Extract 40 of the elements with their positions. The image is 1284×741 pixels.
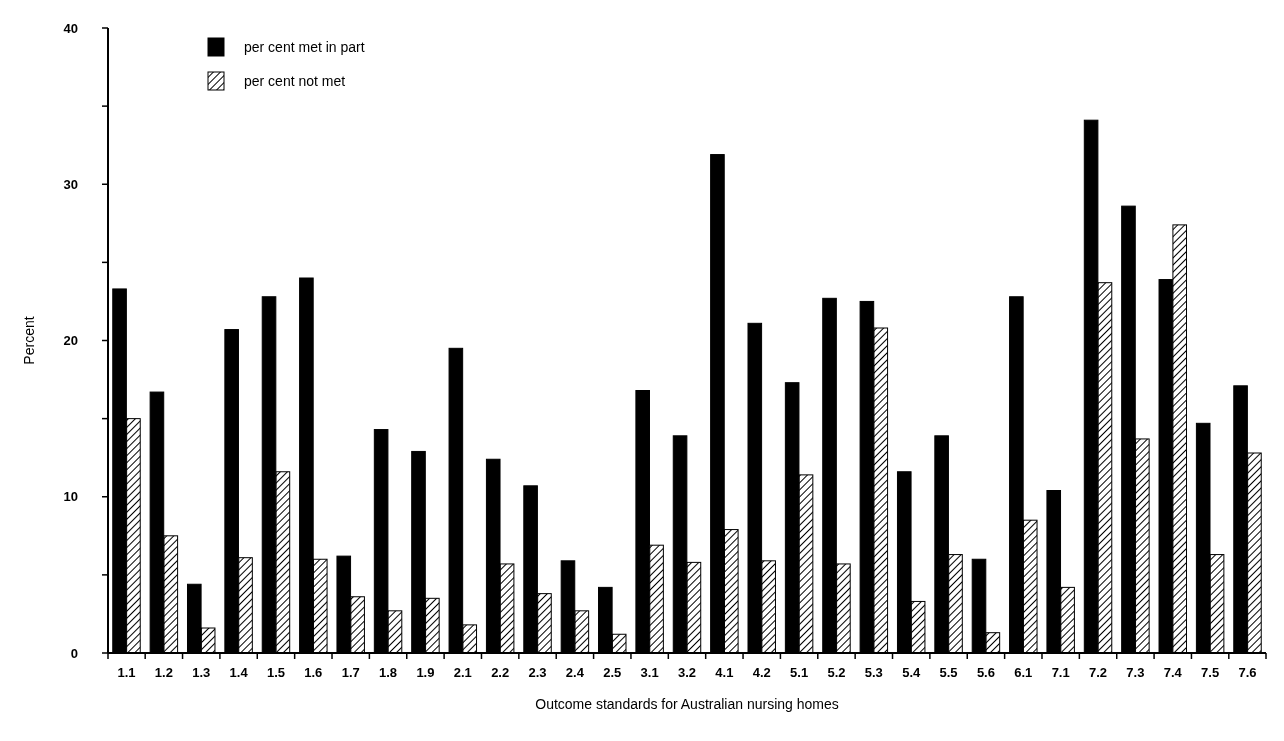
x-tick-label: 1.5 bbox=[266, 665, 285, 680]
y-tick-label: 40 bbox=[63, 20, 78, 36]
x-tick-label: 1.8 bbox=[379, 665, 398, 680]
y-tick-label: 20 bbox=[63, 333, 78, 349]
x-tick-label: 1.1 bbox=[117, 665, 136, 680]
x-tick-label: 2.3 bbox=[528, 665, 547, 680]
x-tick-label: 7.3 bbox=[1126, 665, 1145, 680]
x-tick-label: 5.1 bbox=[790, 665, 809, 680]
x-tick-label: 7.6 bbox=[1238, 665, 1257, 680]
y-tick-label: 10 bbox=[63, 489, 78, 505]
x-tick-label: 3.1 bbox=[640, 665, 659, 680]
x-tick-label: 7.5 bbox=[1201, 665, 1220, 680]
x-tick-label: 5.4 bbox=[902, 665, 921, 680]
y-tick-label: 0 bbox=[70, 645, 78, 661]
x-tick-label: 5.2 bbox=[827, 665, 846, 680]
x-tick-label: 1.3 bbox=[192, 665, 211, 680]
legend-label: per cent met in part bbox=[244, 38, 365, 55]
x-tick-label: 5.6 bbox=[976, 665, 995, 680]
x-tick-label: 2.1 bbox=[453, 665, 472, 680]
x-tick-label: 4.2 bbox=[752, 665, 771, 680]
x-tick-label: 6.1 bbox=[1014, 665, 1033, 680]
x-tick-label: 1.6 bbox=[304, 665, 323, 680]
x-tick-label: 1.9 bbox=[416, 665, 435, 680]
x-axis-title: Outcome standards for Australian nursing homes bbox=[535, 696, 839, 712]
y-axis-title: Percent bbox=[21, 316, 37, 365]
x-tick-label: 5.5 bbox=[939, 665, 958, 680]
x-tick-label: 7.4 bbox=[1163, 665, 1183, 680]
x-tick-label: 2.4 bbox=[565, 665, 585, 680]
x-tick-label: 3.2 bbox=[677, 665, 697, 680]
x-tick-label: 1.4 bbox=[229, 665, 249, 680]
x-tick-label: 7.2 bbox=[1089, 665, 1108, 680]
x-tick-label: 1.7 bbox=[341, 665, 360, 680]
x-tick-label: 5.3 bbox=[864, 665, 883, 680]
x-tick-label: 7.1 bbox=[1051, 665, 1070, 680]
x-tick-label: 4.1 bbox=[715, 665, 734, 680]
y-tick-label: 30 bbox=[63, 176, 78, 192]
x-tick-label: 2.2 bbox=[491, 665, 510, 680]
x-tick-label: 2.5 bbox=[603, 665, 622, 680]
legend-label: per cent not met bbox=[244, 72, 346, 89]
x-tick-label: 1.2 bbox=[154, 665, 173, 680]
